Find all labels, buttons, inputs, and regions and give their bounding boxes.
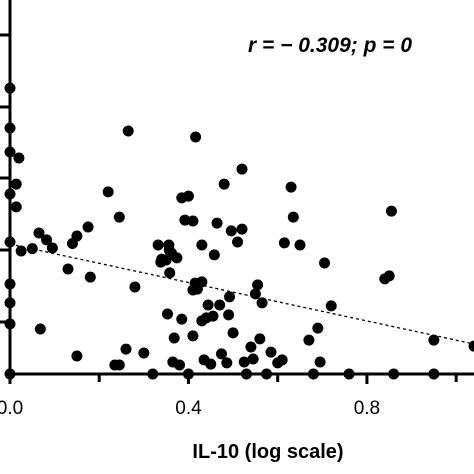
- data-point: [152, 239, 164, 251]
- data-point: [41, 234, 53, 246]
- data-point: [179, 214, 191, 226]
- data-point: [171, 252, 183, 264]
- data-point: [227, 327, 239, 339]
- data-point: [225, 225, 237, 237]
- data-point: [285, 181, 297, 193]
- data-point: [314, 356, 326, 368]
- data-point: [190, 131, 202, 143]
- data-point: [232, 236, 244, 248]
- data-point: [102, 186, 114, 198]
- data-point: [218, 178, 230, 190]
- data-point: [176, 313, 188, 325]
- data-point: [319, 257, 331, 269]
- data-point: [312, 322, 324, 334]
- data-point: [303, 334, 315, 346]
- data-point: [254, 333, 266, 345]
- data-point: [252, 279, 264, 291]
- data-point: [196, 276, 208, 288]
- data-point: [120, 343, 132, 355]
- data-point: [174, 359, 186, 371]
- data-point: [71, 230, 83, 242]
- x-axis-title: IL-10 (log scale): [192, 441, 343, 463]
- correlation-annotation: r = − 0.309; p = 0: [248, 34, 412, 57]
- data-point: [113, 359, 125, 371]
- data-point: [33, 227, 45, 239]
- data-point: [34, 323, 46, 335]
- data-point: [13, 152, 25, 164]
- data-point: [71, 350, 83, 362]
- trendline-layer: [9, 243, 474, 345]
- data-point: [325, 300, 337, 312]
- data-point: [205, 358, 217, 370]
- data-point: [138, 347, 150, 359]
- data-point: [236, 223, 248, 235]
- data-point: [236, 163, 248, 175]
- data-point: [26, 243, 38, 255]
- data-point: [84, 271, 96, 283]
- x-tick-label: 0.8: [354, 398, 380, 419]
- data-point: [294, 239, 306, 251]
- data-point: [215, 348, 227, 360]
- data-point: [129, 281, 141, 293]
- data-points-layer: [4, 82, 474, 380]
- data-point: [164, 267, 176, 279]
- x-tick-label: 0.4: [175, 398, 202, 419]
- data-point: [187, 215, 199, 227]
- data-point: [256, 297, 268, 309]
- data-point: [202, 299, 214, 311]
- data-point: [211, 217, 223, 229]
- data-point: [221, 357, 233, 369]
- data-point: [15, 245, 27, 257]
- data-point: [224, 291, 236, 303]
- data-point: [196, 239, 208, 251]
- data-point: [265, 346, 277, 358]
- data-point: [208, 249, 220, 261]
- data-point: [245, 341, 257, 353]
- data-point: [82, 221, 94, 233]
- x-tick-label: 0.0: [0, 398, 23, 419]
- data-point: [187, 330, 199, 342]
- data-point: [168, 332, 180, 344]
- data-point: [287, 211, 299, 223]
- data-point: [182, 190, 194, 202]
- data-point: [62, 263, 74, 275]
- axes-layer: [8, 0, 474, 376]
- data-point: [249, 288, 261, 300]
- data-point: [276, 354, 288, 366]
- regression-trendline: [9, 243, 474, 345]
- data-point: [10, 178, 22, 190]
- data-point: [207, 310, 219, 322]
- data-point: [383, 270, 395, 282]
- data-point: [278, 237, 290, 249]
- data-point: [113, 211, 125, 223]
- data-point: [46, 242, 58, 254]
- data-point: [10, 201, 22, 213]
- data-point: [238, 356, 250, 368]
- data-point: [385, 205, 397, 217]
- data-point: [468, 340, 474, 352]
- data-point: [428, 334, 440, 346]
- data-point: [122, 125, 134, 137]
- data-point: [247, 353, 259, 365]
- ticks-layer: 0.0 0.4 0.8: [0, 33, 458, 419]
- data-point: [214, 299, 226, 311]
- data-point: [161, 308, 173, 320]
- data-point: [223, 309, 235, 321]
